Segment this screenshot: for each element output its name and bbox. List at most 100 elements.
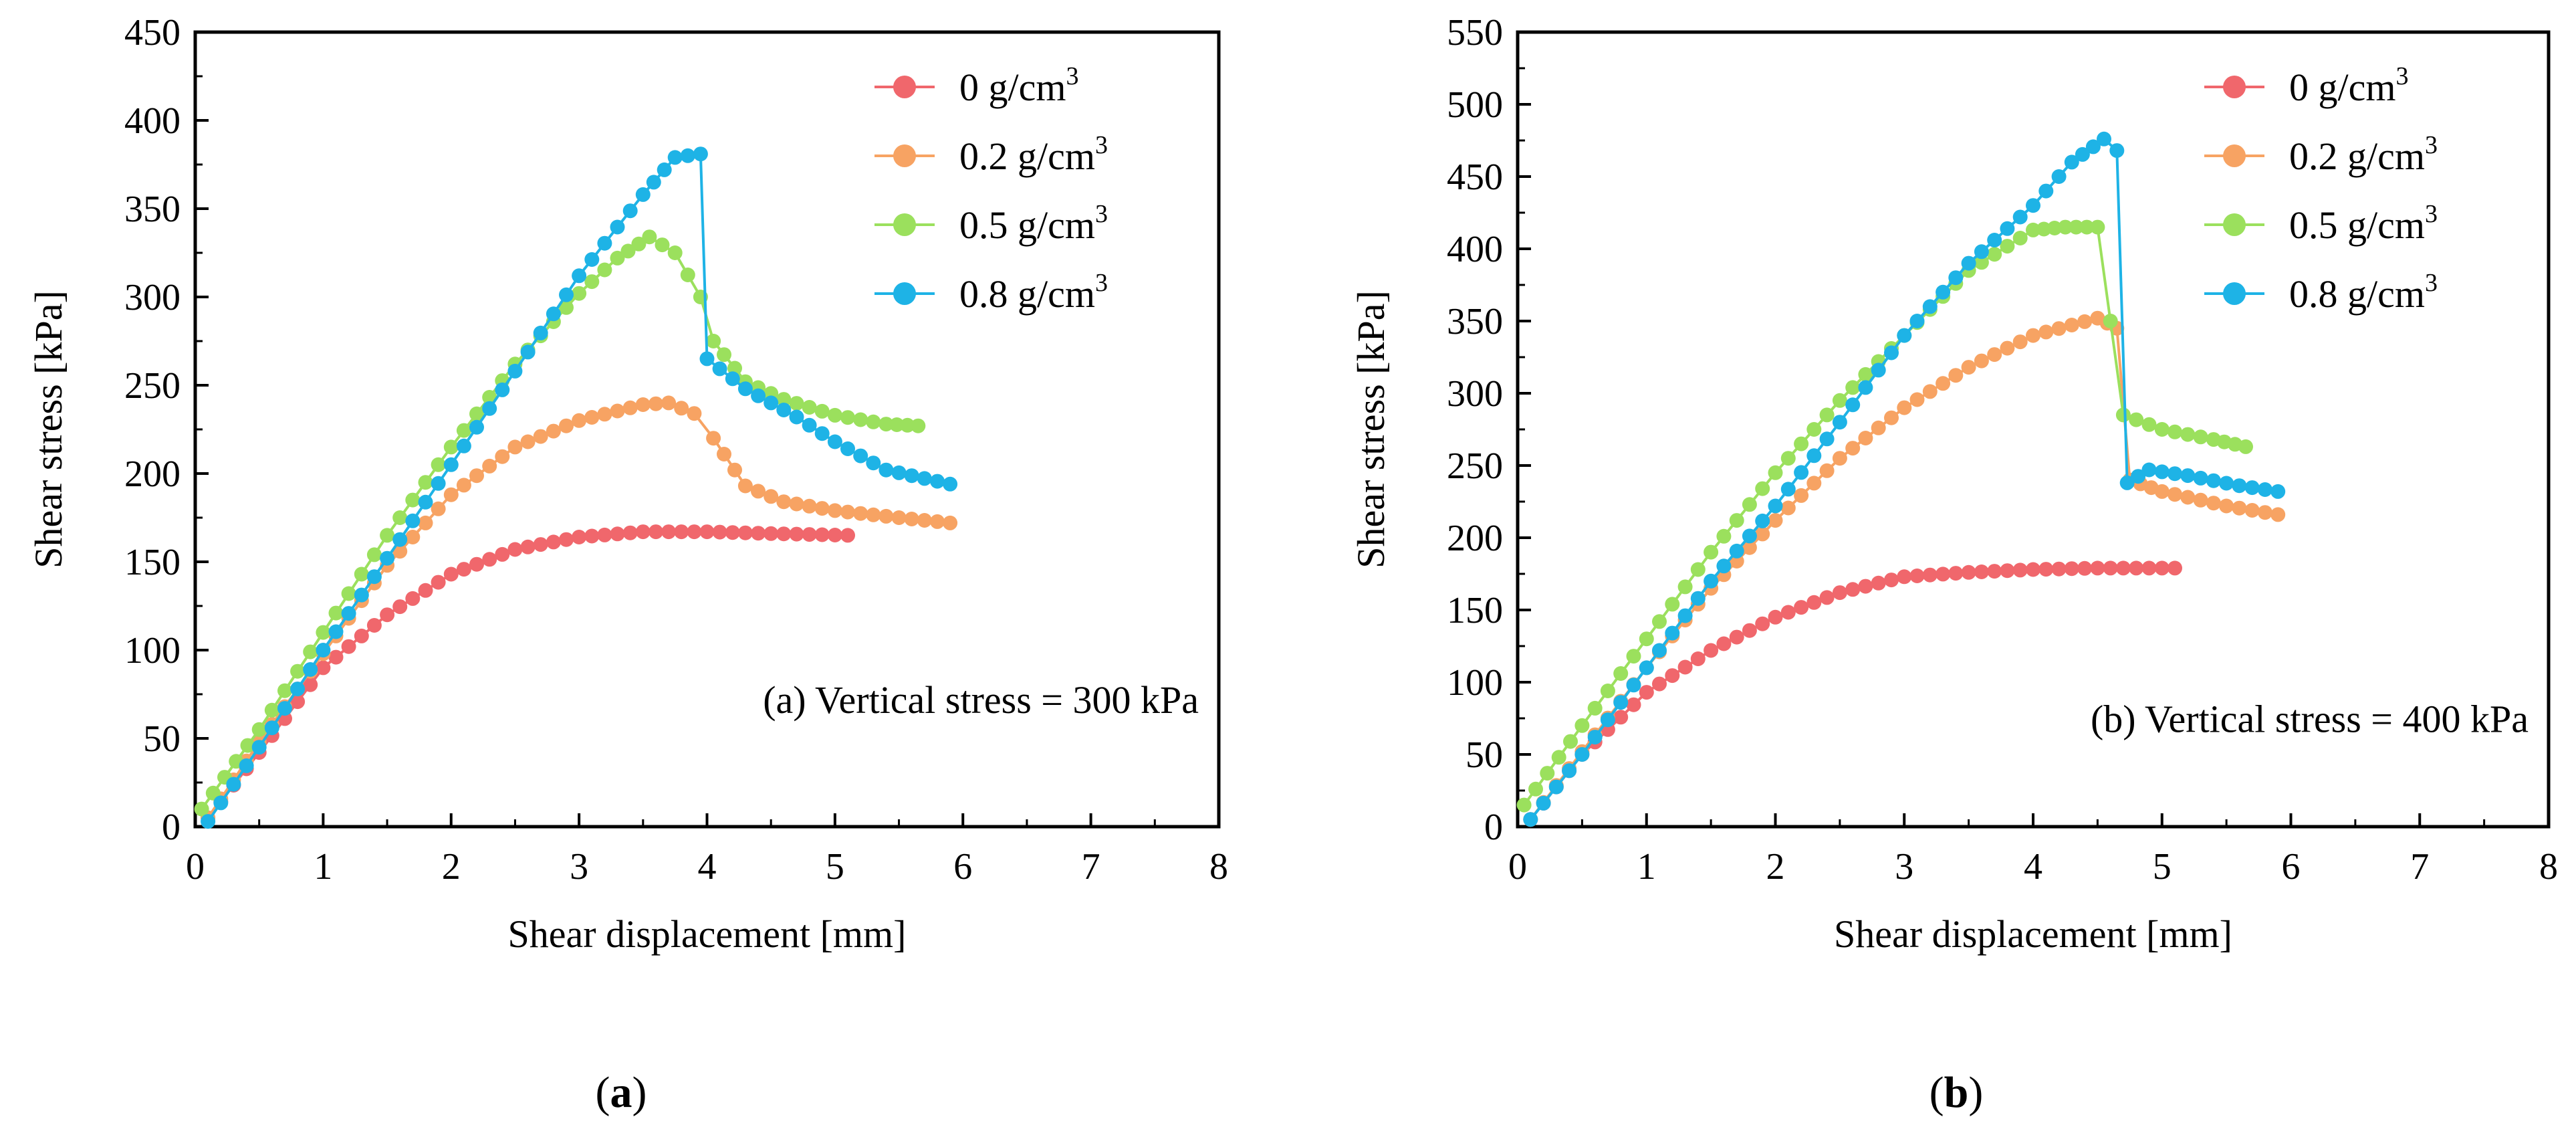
data-point [2079,219,2095,235]
data-point [1548,779,1564,795]
data-point [1729,554,1744,568]
data-point [1806,448,1822,463]
x-tick-label: 5 [2153,846,2172,888]
data-point [840,410,855,425]
data-point [546,423,561,439]
data-point [930,474,945,489]
data-point [904,512,919,526]
data-point [2012,334,2028,350]
legend-entry: 0.5 g/cm3 [2204,200,2438,247]
x-axis-label: Shear displacement [mm] [508,912,907,956]
data-point [891,510,907,525]
data-point [1729,513,1744,528]
data-point [879,417,894,432]
legend-label: 0.8 g/cm3 [2289,269,2438,316]
data-point [789,409,804,425]
series-line [207,152,951,823]
data-point [1639,660,1654,676]
y-tick-label: 150 [124,542,181,583]
data-point [2219,476,2234,491]
data-point [1704,643,1719,658]
data-point [1626,697,1641,712]
data-point [1974,244,1989,260]
data-point [1729,629,1744,645]
data-point [482,458,497,474]
data-point [1600,684,1615,698]
legend-label: 0.5 g/cm3 [959,200,1108,247]
legend-label: 0 g/cm3 [959,62,1078,109]
legend-label-text: 0.8 g/cm [2289,272,2425,316]
legend-label-text: 0.2 g/cm [2289,134,2425,178]
data-point [2141,560,2157,576]
data-point [2000,563,2015,579]
data-point [680,148,695,163]
data-point [674,524,689,540]
y-axis-label: Shear stress [kPa] [1349,290,1393,568]
data-point [737,381,753,397]
data-point [303,662,318,677]
data-point [1587,730,1603,745]
data-point [2257,482,2272,497]
data-point [251,722,267,737]
data-point [2038,562,2054,577]
data-point [789,526,804,542]
data-point [802,498,817,514]
data-point [405,591,421,606]
data-point [1794,436,1809,451]
legend-entry: 0 g/cm3 [2204,62,2408,109]
data-point [699,351,715,367]
data-point [680,268,695,282]
data-point [814,527,830,542]
data-point [1729,543,1744,558]
data-point [642,229,657,245]
data-point [1936,376,1951,391]
data-point [706,334,721,348]
data-point [610,403,625,419]
y-tick-label: 100 [124,630,181,671]
data-point [2103,560,2118,576]
data-point [2064,561,2079,577]
data-point [2119,475,2135,490]
data-point [1562,763,1577,779]
y-tick-label: 50 [143,718,181,760]
data-point [507,542,523,557]
data-point [354,566,369,582]
legend-label: 0.2 g/cm3 [959,131,1108,178]
data-point [572,413,587,428]
data-point [533,429,548,444]
data-point [597,235,612,251]
x-tick-label: 2 [1766,846,1785,888]
data-point [764,489,779,504]
data-point [507,439,523,455]
data-point [303,644,318,659]
caption-paren-close: ) [1968,1068,1983,1117]
data-point [622,203,638,219]
data-point [2168,560,2182,576]
x-tick-label: 6 [2282,846,2301,888]
data-point [1922,567,1938,583]
data-point [2238,439,2253,454]
legend-label: 0 g/cm3 [2289,62,2408,109]
x-tick-label: 1 [1637,846,1656,888]
data-point [1523,812,1538,827]
y-tick-label: 400 [124,100,181,142]
data-point [405,513,421,528]
data-point [1768,513,1783,528]
data-point [2051,169,2067,184]
data-point [2206,473,2221,488]
data-point [1884,345,1899,360]
data-point [751,526,766,541]
data-point [1639,685,1654,700]
data-point [814,426,830,441]
legend-entry: 0.2 g/cm3 [874,131,1108,178]
data-point [1845,582,1861,597]
data-point [827,407,842,423]
data-point [943,476,958,492]
data-point [1987,347,2002,363]
data-point [717,347,731,363]
data-point [2077,314,2093,329]
data-point [840,441,855,456]
data-point [1884,410,1899,425]
data-point [328,624,344,639]
data-point [418,583,433,598]
